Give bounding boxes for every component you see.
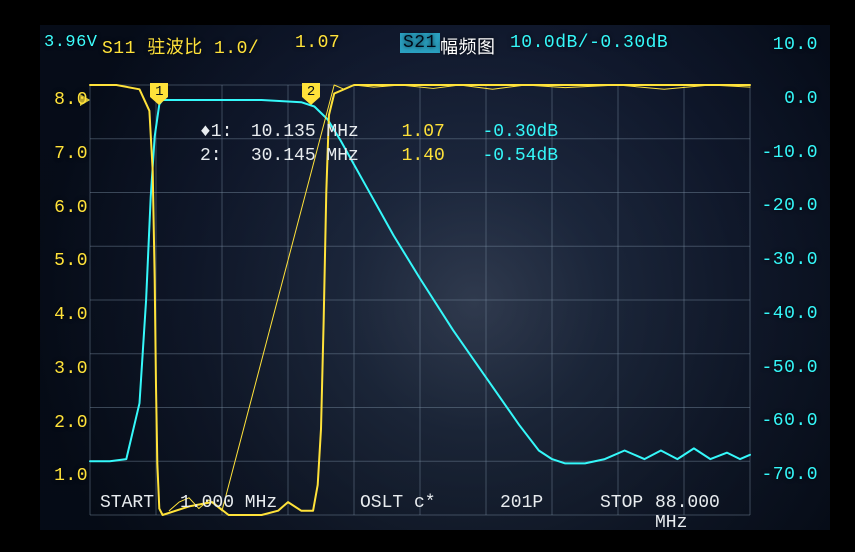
marker-2-freq: 30.145 MHz (251, 144, 391, 168)
y-right-tick: -30.0 (758, 250, 818, 270)
y-left-tick: 3.0 (28, 359, 88, 379)
y-right-tick: -10.0 (758, 143, 818, 163)
y-right-tick: -40.0 (758, 304, 818, 324)
s21-scale: 10.0dB/-0.30dB (510, 33, 668, 53)
y-right-tick: -50.0 (758, 358, 818, 378)
y-right-tick: -20.0 (758, 196, 818, 216)
marker-flag[interactable]: 1 (150, 83, 168, 105)
start-freq: 1.000 MHz (180, 493, 277, 513)
marker-2-swr: 1.40 (402, 144, 472, 168)
stop-label: STOP (600, 493, 643, 513)
y-right-tick: 10.0 (758, 35, 818, 55)
s21-box: S21 (400, 33, 440, 53)
marker-1-db: -0.30dB (482, 120, 572, 144)
y-right-tick: -70.0 (758, 465, 818, 485)
y-left-tick: 8.0 (28, 90, 88, 110)
marker-2-db: -0.54dB (482, 144, 572, 168)
y-left-tick: 7.0 (28, 144, 88, 164)
marker-1-swr: 1.07 (402, 120, 472, 144)
start-label: START (100, 493, 154, 513)
cal-status: OSLT c* (360, 493, 436, 513)
marker-1-tag: ♦1: (200, 120, 240, 144)
marker-1-freq: 10.135 MHz (251, 120, 391, 144)
stop-freq: 88.000 MHz (655, 493, 760, 533)
y-left-tick: 5.0 (28, 251, 88, 271)
y-right-tick: -60.0 (758, 411, 818, 431)
marker-flag[interactable]: 2 (302, 83, 320, 105)
marker-readout: ♦1: 10.135 MHz 1.07 -0.30dB 2: 30.145 MH… (200, 120, 572, 168)
vna-screen: 3.96V S11 驻波比 1.0/ 1.07 S21 幅频图 10.0dB/-… (40, 25, 830, 530)
marker-2-tag: 2: (200, 144, 240, 168)
s11-label: S11 驻波比 1.0/ (102, 33, 259, 59)
y-left-tick: 2.0 (28, 413, 88, 433)
s21-label: 幅频图 (440, 33, 496, 59)
s11-value: 1.07 (295, 33, 340, 53)
battery-voltage: 3.96V (44, 33, 98, 52)
y-left-tick: 6.0 (28, 198, 88, 218)
sweep-points: 201P (500, 493, 543, 513)
y-left-tick: 1.0 (28, 466, 88, 486)
y-left-tick: 4.0 (28, 305, 88, 325)
y-right-tick: 0.0 (758, 89, 818, 109)
